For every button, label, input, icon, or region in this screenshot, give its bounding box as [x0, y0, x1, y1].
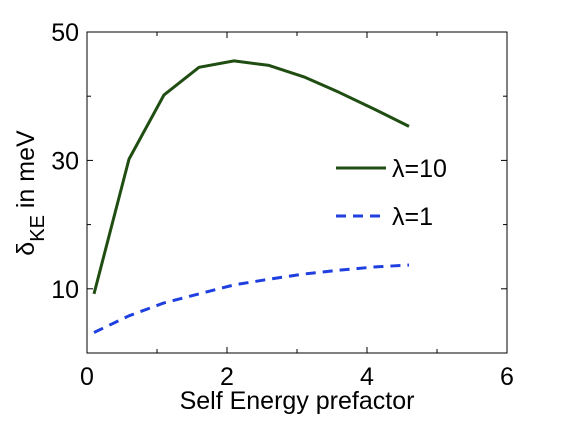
- series-lines: [92, 59, 410, 334]
- x-tick-label: 6: [500, 363, 514, 391]
- axis-ticks: [86, 31, 508, 353]
- y-axis-label-main: δ: [12, 242, 40, 256]
- y-tick-label: 10: [51, 276, 79, 304]
- legend-label-2: λ=1: [392, 203, 433, 231]
- x-tick-label: 0: [80, 363, 94, 391]
- tick-labels: 0 2 4 6 10 30 50: [51, 19, 514, 391]
- series-line-1: [92, 59, 410, 295]
- y-axis-label: δKE in meV: [12, 130, 49, 256]
- y-tick-label: 30: [51, 147, 79, 175]
- x-axis-label: Self Energy prefactor: [180, 387, 415, 415]
- legend-label-1: λ=10: [392, 155, 447, 183]
- x-tick-label: 4: [360, 363, 374, 391]
- y-axis-label-suffix: in meV: [12, 130, 40, 215]
- y-tick-label: 50: [51, 19, 79, 47]
- legend: λ=10 λ=1: [336, 155, 447, 231]
- series-line-2: [93, 263, 410, 334]
- x-tick-label: 2: [220, 363, 234, 391]
- plot-frame: [86, 31, 508, 354]
- y-axis-label-subscript: KE: [27, 215, 49, 242]
